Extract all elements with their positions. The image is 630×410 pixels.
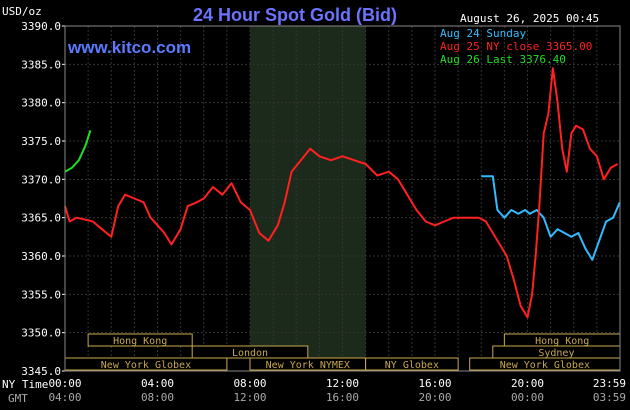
x-tick-label-ny: 16:00 (418, 377, 451, 390)
timestamp: August 26, 2025 00:45 (460, 12, 600, 25)
y-tick-label: 3360.0 (21, 250, 61, 263)
session-bar (365, 357, 459, 371)
price-series (64, 67, 621, 319)
session-label: London (232, 348, 268, 359)
legend-close: Aug 25 NY close 3365.00 (440, 40, 592, 53)
plot-border (64, 25, 621, 372)
x-tick-labels: 00:0004:0004:0008:0008:0012:0012:0016:00… (48, 377, 626, 404)
x-tick-label-gmt: 00:00 (511, 391, 544, 404)
legend-sunday: Aug 24 Sunday (440, 27, 526, 40)
series-line (64, 147, 479, 246)
x-tick-label-ny: 23:59 (593, 377, 626, 390)
gmt-label: GMT (8, 392, 28, 405)
series-line (478, 67, 619, 319)
legend-sunday-label: Aug 24 Sunday (440, 27, 527, 40)
x-tick-label-gmt: 20:00 (418, 391, 451, 404)
session-label: New York Globex (500, 360, 590, 371)
y-tick-label: 3355.0 (21, 288, 61, 301)
x-tick-label-gmt: 08:00 (141, 391, 174, 404)
session-label: Sydney (538, 348, 574, 359)
legend-last: Aug 26 Last 3376.40 (440, 53, 566, 66)
x-tick-label-gmt: 12:00 (233, 391, 266, 404)
y-tick-label: 3350.0 (21, 327, 61, 340)
y-tick-label: 3380.0 (21, 97, 61, 110)
series-line (64, 129, 92, 173)
session-label: New York Globex (101, 360, 191, 371)
series-line (481, 175, 621, 261)
x-tick-label-gmt: 16:00 (326, 391, 359, 404)
x-tick-label-gmt: 04:00 (48, 391, 81, 404)
chart-title: 24 Hour Spot Gold (Bid) (193, 5, 397, 25)
x-tick-label-gmt: 03:59 (593, 391, 626, 404)
y-tick-label: 3385.0 (21, 58, 61, 71)
x-tick-label-ny: 08:00 (233, 377, 266, 390)
session-label: New York NYMEX (266, 360, 350, 371)
y-tick-label: 3375.0 (21, 135, 61, 148)
site-watermark: www.kitco.com (68, 38, 192, 57)
ny-time-label: NY Time (2, 378, 49, 391)
y-tick-label: 3390.0 (21, 20, 61, 33)
session-bar (87, 333, 193, 347)
x-tick-label-ny: 12:00 (326, 377, 359, 390)
session-label: Hong Kong (113, 336, 167, 347)
y-tick-label: 3370.0 (21, 173, 61, 186)
unit-label: USD/oz (2, 5, 42, 18)
x-tick-label-ny: 00:00 (48, 377, 81, 390)
legend-close-label: Aug 25 NY close 3365.00 (440, 40, 593, 53)
x-tick-label-ny: 20:00 (511, 377, 544, 390)
y-tick-label: 3365.0 (21, 212, 61, 225)
legend-last-label: Aug 26 Last 3376.40 (440, 53, 566, 66)
y-tick-labels: 3390.0 3385.0 3380.0 3375.0 3370.0 3365.0 3360… (21, 20, 65, 378)
nymex-highlight-band (250, 26, 366, 371)
session-label: Hong Kong (535, 336, 589, 347)
y-tick-label: 3345.0 (21, 365, 61, 378)
x-tick-label-ny: 04:00 (141, 377, 174, 390)
session-label: NY Globex (385, 360, 439, 371)
